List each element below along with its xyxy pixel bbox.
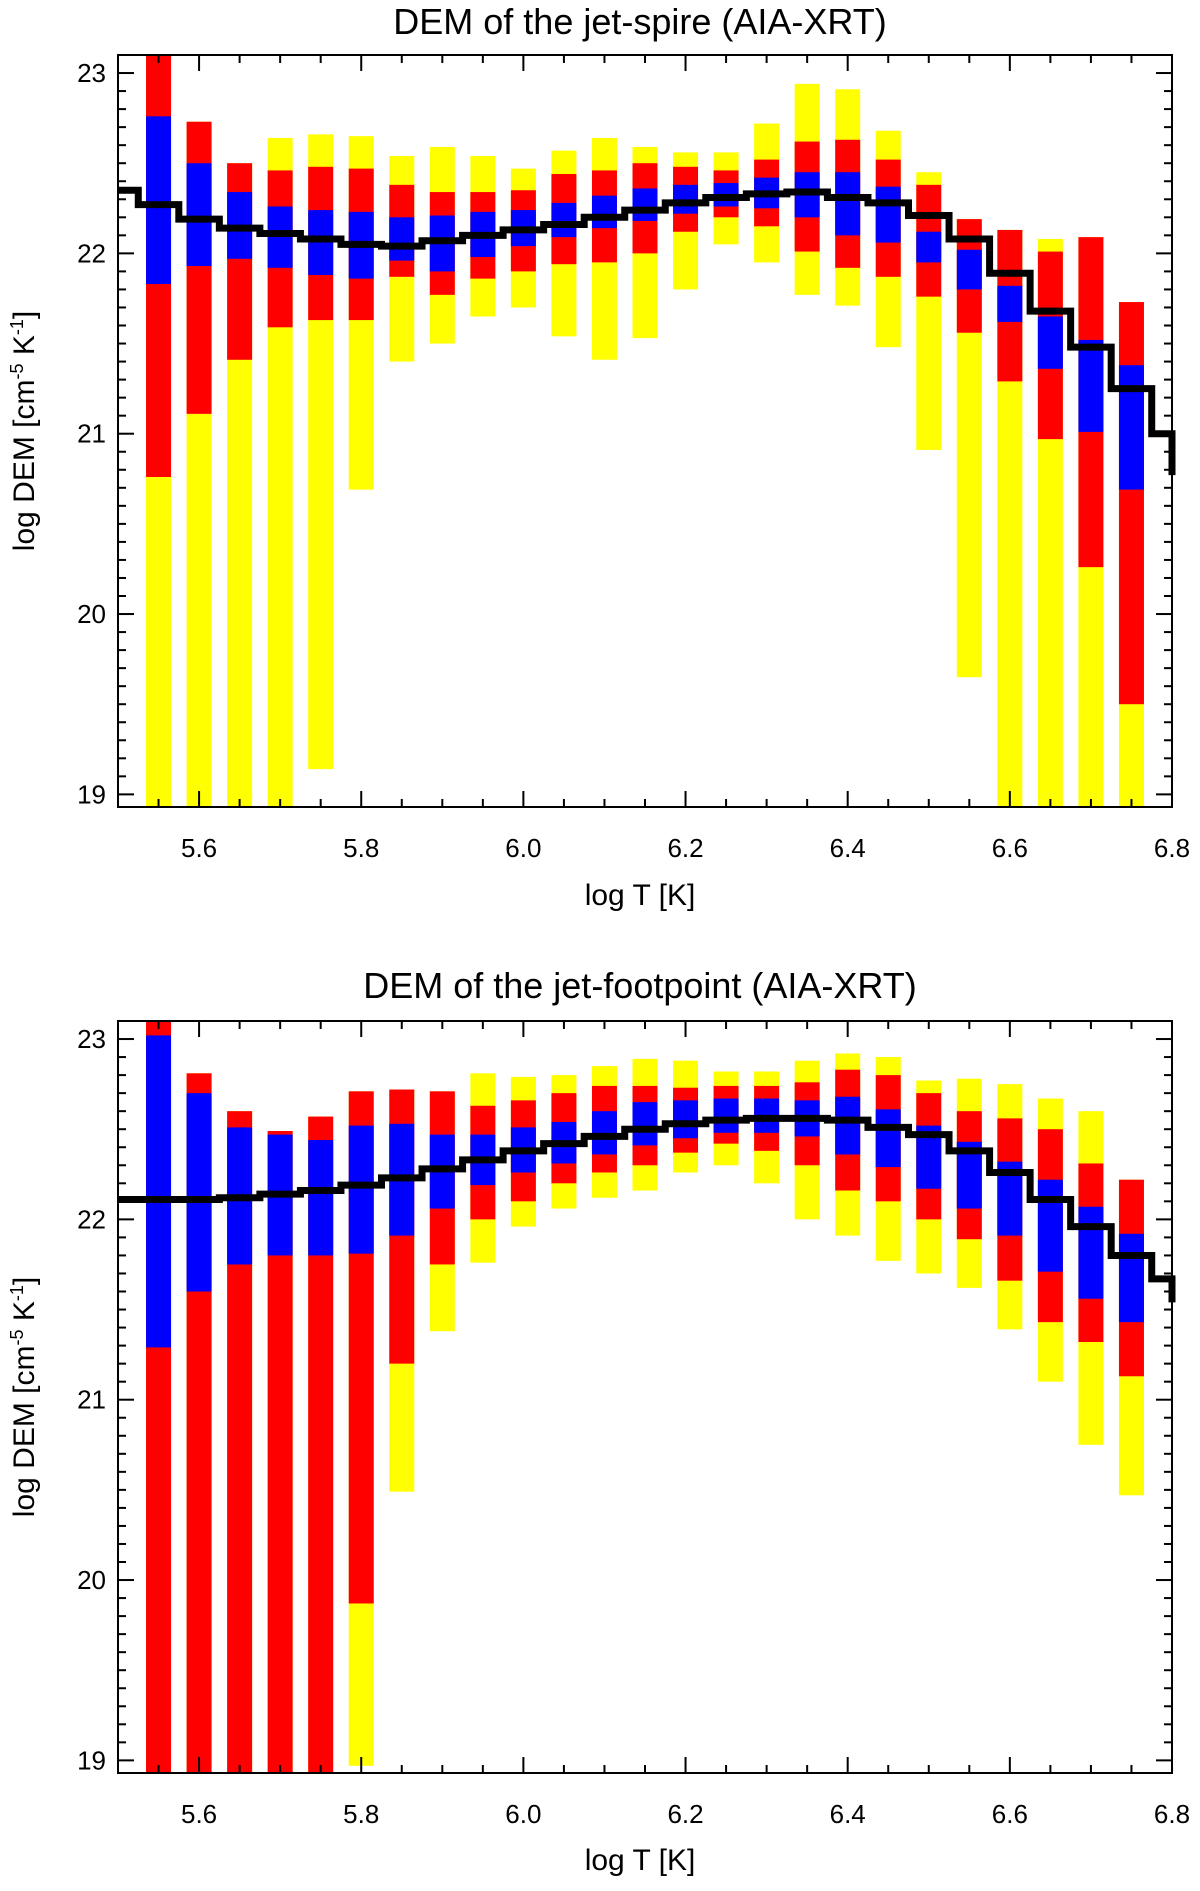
spire-bar-inner-4 — [308, 210, 334, 276]
spire-ytick-label-1: 20 — [77, 599, 106, 629]
spire-bar-inner-22 — [1037, 316, 1063, 369]
footpoint-chart-title: DEM of the jet-footpoint (AIA-XRT) — [363, 965, 917, 1006]
footpoint-ytick-label-4: 23 — [77, 1024, 106, 1054]
footpoint-xtick-label-2: 6.0 — [505, 1799, 541, 1829]
spire-y-axis-label: log DEM [cm-5 K-1] — [7, 311, 41, 551]
footpoint-bar-inner-24 — [1118, 1233, 1144, 1323]
footpoint-xtick-label-3: 6.2 — [667, 1799, 703, 1829]
spire-bar-inner-3 — [267, 206, 293, 268]
footpoint-xtick-label-5: 6.6 — [992, 1799, 1028, 1829]
spire-x-axis-label: log T [K] — [585, 879, 696, 912]
spire-bar-inner-21 — [997, 285, 1023, 322]
footpoint-bar-inner-5 — [348, 1125, 374, 1254]
footpoint-bar-inner-12 — [632, 1102, 658, 1146]
footpoint-xtick-label-1: 5.8 — [343, 1799, 379, 1829]
footpoint-bar-inner-22 — [1037, 1179, 1063, 1272]
spire-ytick-label-2: 21 — [77, 419, 106, 449]
spire-x-tick-labels: 5.6 5.8 6.0 6.2 6.4 6.6 6.8 — [181, 833, 1190, 863]
spire-bar-inner-0 — [146, 116, 172, 285]
spire-ytick-label-4: 23 — [77, 58, 106, 88]
spire-y-label-end: ] — [8, 311, 41, 319]
footpoint-axis-ticks — [117, 1021, 1173, 1773]
footpoint-x-axis-label: log T [K] — [585, 1844, 696, 1877]
spire-y-label-main: log DEM [cm — [8, 380, 41, 552]
spire-panel: DEM of the jet-spire (AIA-XRT) 5.6 5.8 6.0… — [7, 1, 1190, 912]
footpoint-bar-inner-14 — [713, 1098, 739, 1133]
footpoint-y-label-main: log DEM [cm — [8, 1346, 41, 1518]
spire-xtick-label-1: 5.8 — [343, 833, 379, 863]
spire-bar-inner-24 — [1118, 365, 1144, 490]
footpoint-ytick-label-0: 19 — [77, 1745, 106, 1775]
footpoint-y-tick-labels: 19 20 21 22 23 — [77, 1024, 106, 1775]
footpoint-bar-inner-18 — [875, 1109, 901, 1168]
spire-xtick-label-0: 5.6 — [181, 833, 217, 863]
spire-y-label-mid: K — [8, 335, 41, 363]
footpoint-xtick-label-0: 5.6 — [181, 1799, 217, 1829]
spire-xtick-label-6: 6.8 — [1154, 833, 1190, 863]
spire-bar-inner-13 — [673, 184, 699, 214]
footpoint-bar-inner-11 — [591, 1111, 617, 1155]
footpoint-dem-step-line — [118, 1114, 1176, 1303]
spire-y-label-sup2: -1 — [7, 319, 27, 335]
spire-ytick-label-3: 22 — [77, 238, 106, 268]
spire-axis-ticks — [117, 55, 1173, 807]
spire-bar-inner-1 — [186, 163, 212, 266]
footpoint-panel: DEM of the jet-footpoint (AIA-XRT) 5.6 5.… — [7, 965, 1190, 1877]
footpoint-y-axis-label: log DEM [cm-5 K-1] — [7, 1277, 41, 1517]
spire-bar-middle-24 — [1118, 302, 1144, 705]
footpoint-error-bars — [146, 1021, 1144, 1773]
footpoint-ytick-label-2: 21 — [77, 1385, 106, 1415]
footpoint-bar-inner-1 — [186, 1093, 212, 1292]
footpoint-xtick-label-6: 6.8 — [1154, 1799, 1190, 1829]
footpoint-dem-line — [118, 1114, 1176, 1303]
spire-ytick-label-0: 19 — [77, 779, 106, 809]
footpoint-ytick-label-1: 20 — [77, 1565, 106, 1595]
footpoint-bar-inner-13 — [673, 1100, 699, 1139]
spire-xtick-label-3: 6.2 — [667, 833, 703, 863]
footpoint-y-label-end: ] — [8, 1277, 41, 1285]
footpoint-ytick-label-3: 22 — [77, 1204, 106, 1234]
footpoint-bar-inner-17 — [835, 1096, 861, 1155]
spire-y-tick-labels: 19 20 21 22 23 — [77, 58, 106, 809]
footpoint-bar-inner-4 — [308, 1140, 334, 1256]
footpoint-xtick-label-4: 6.4 — [830, 1799, 866, 1829]
spire-bar-inner-20 — [956, 249, 982, 290]
spire-y-label-sup1: -5 — [7, 364, 27, 380]
spire-bar-inner-6 — [389, 217, 415, 261]
spire-chart-title: DEM of the jet-spire (AIA-XRT) — [393, 1, 886, 42]
spire-bar-inner-17 — [835, 172, 861, 236]
spire-bar-inner-10 — [551, 202, 577, 238]
spire-bar-inner-19 — [916, 231, 942, 263]
footpoint-bar-inner-23 — [1078, 1206, 1104, 1299]
footpoint-bar-inner-0 — [146, 1035, 172, 1348]
footpoint-y-label-sup1: -5 — [7, 1330, 27, 1346]
footpoint-x-tick-labels: 5.6 5.8 6.0 6.2 6.4 6.6 6.8 — [181, 1799, 1190, 1829]
spire-bar-inner-12 — [632, 188, 658, 221]
spire-dem-step-line — [118, 186, 1176, 476]
footpoint-y-label-mid: K — [8, 1301, 41, 1329]
spire-bar-inner-23 — [1078, 339, 1104, 432]
footpoint-y-label-sup2: -1 — [7, 1285, 27, 1301]
spire-error-bars — [146, 55, 1144, 808]
spire-bar-inner-18 — [875, 186, 901, 243]
spire-bar-inner-11 — [591, 195, 617, 229]
spire-xtick-label-4: 6.4 — [830, 833, 866, 863]
spire-xtick-label-2: 6.0 — [505, 833, 541, 863]
spire-dem-line — [118, 186, 1176, 476]
spire-xtick-label-5: 6.6 — [992, 833, 1028, 863]
